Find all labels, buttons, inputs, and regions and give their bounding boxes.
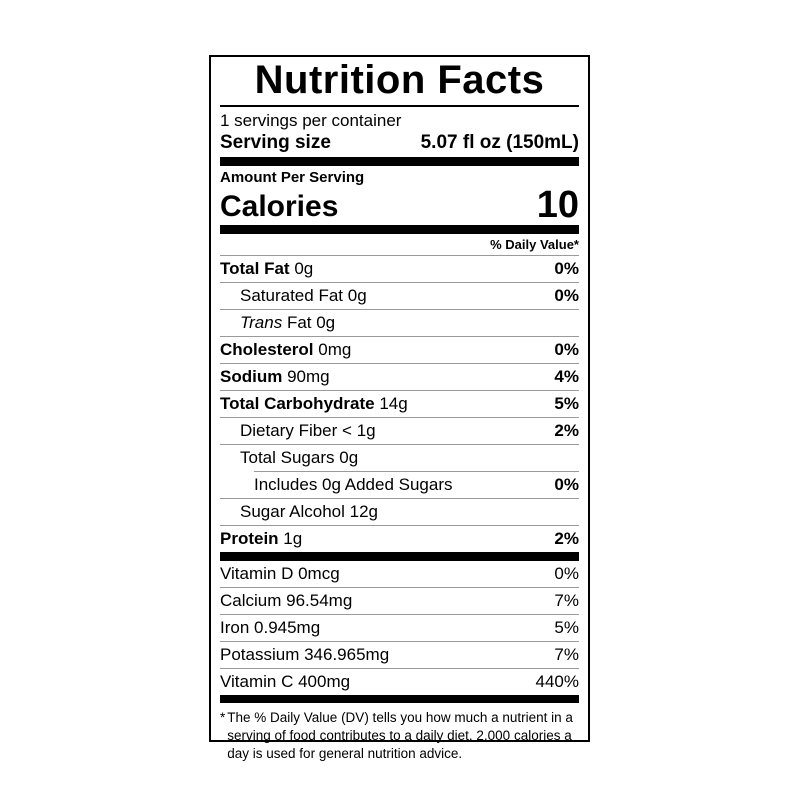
vitamins-top-bar — [220, 551, 579, 561]
calories-value: 10 — [536, 183, 579, 226]
daily-value-divider — [220, 254, 579, 256]
servings-per-container: 1 servings per container — [220, 110, 402, 130]
label-inner: Nutrition Facts 1 servings per container… — [211, 58, 588, 761]
nutrient-name: Sugar Alcohol 12g — [240, 501, 379, 521]
vitamin-percent: 7% — [554, 644, 579, 664]
vitamin-name: Calcium 96.54mg — [220, 590, 353, 610]
vitamin-percent: 0% — [554, 563, 579, 583]
row-divider — [220, 586, 579, 588]
nutrient-name: Dietary Fiber < 1g — [240, 420, 376, 440]
footnote: * The % Daily Value (DV) tells you how m… — [220, 703, 579, 763]
row-divider — [220, 416, 579, 418]
serving-divider-bar — [220, 156, 579, 166]
nutrient-row-total-carbohydrate: Total Carbohydrate 14g 5% — [220, 391, 579, 417]
row-divider — [220, 389, 579, 391]
row-divider — [220, 308, 579, 310]
nutrient-name: Trans Fat 0g — [240, 312, 336, 332]
row-divider — [220, 613, 579, 615]
nutrient-row-dietary-fiber: Dietary Fiber < 1g 2% — [220, 418, 579, 444]
vitamin-name: Iron 0.945mg — [220, 617, 321, 637]
vitamin-row-potassium: Potassium 346.965mg 7% — [220, 642, 579, 668]
nutrient-row-saturated-fat: Saturated Fat 0g 0% — [220, 283, 579, 309]
nutrient-name: Total Sugars 0g — [240, 447, 359, 467]
row-divider — [220, 667, 579, 669]
row-divider — [220, 281, 579, 283]
daily-value-header: % Daily Value* — [490, 236, 579, 252]
nutrition-facts-label: Nutrition Facts 1 servings per container… — [209, 55, 590, 761]
nutrient-percent: 2% — [554, 528, 579, 548]
row-divider — [220, 362, 579, 364]
vitamin-row-vitamin-c: Vitamin C 400mg 440% — [220, 669, 579, 695]
nutrient-percent: 2% — [554, 420, 579, 440]
vitamin-name: Vitamin C 400mg — [220, 671, 351, 691]
row-divider — [220, 497, 579, 499]
nutrient-percent: 0% — [554, 258, 579, 278]
nutrient-name: Total Carbohydrate 14g — [220, 393, 408, 413]
vitamin-percent: 5% — [554, 617, 579, 637]
footnote-top-bar — [220, 694, 579, 703]
nutrient-name: Cholesterol 0mg — [220, 339, 352, 359]
footnote-text: The % Daily Value (DV) tells you how muc… — [227, 709, 573, 761]
nutrient-row-added-sugars: Includes 0g Added Sugars 0% — [220, 472, 579, 498]
nutrient-row-cholesterol: Cholesterol 0mg 0% — [220, 337, 579, 363]
nutrient-row-sugar-alcohol: Sugar Alcohol 12g — [220, 499, 579, 525]
row-divider — [220, 443, 579, 445]
vitamin-row-vitamin-d: Vitamin D 0mcg 0% — [220, 561, 579, 587]
nutrient-row-trans-fat: Trans Fat 0g — [220, 310, 579, 336]
nutrient-row-protein: Protein 1g 2% — [220, 526, 579, 552]
nutrient-percent: 5% — [554, 393, 579, 413]
row-divider — [220, 640, 579, 642]
amount-per-serving-label: Amount Per Serving — [220, 168, 365, 186]
serving-size-value: 5.07 fl oz (150mL) — [420, 131, 579, 153]
nutrient-name: Total Fat 0g — [220, 258, 314, 278]
nutrient-row-total-fat: Total Fat 0g 0% — [220, 256, 579, 282]
title-divider — [220, 104, 579, 107]
page-title: Nutrition Facts — [254, 58, 545, 102]
footnote-asterisk: * — [220, 709, 226, 725]
nutrient-row-sodium: Sodium 90mg 4% — [220, 364, 579, 390]
row-divider-partial — [254, 470, 579, 472]
nutrient-name: Saturated Fat 0g — [240, 285, 367, 305]
nutrient-row-total-sugars: Total Sugars 0g — [220, 445, 579, 471]
nutrient-percent: 0% — [554, 474, 579, 494]
serving-size-row: Serving size 5.07 fl oz (150mL) — [220, 132, 579, 157]
vitamin-row-calcium: Calcium 96.54mg 7% — [220, 588, 579, 614]
nutrient-percent: 0% — [554, 339, 579, 359]
vitamin-percent: 7% — [554, 590, 579, 610]
calories-divider-bar — [220, 224, 579, 234]
nutrient-name: Includes 0g Added Sugars — [254, 474, 453, 494]
nutrient-percent: 4% — [554, 366, 579, 386]
vitamin-row-iron: Iron 0.945mg 5% — [220, 615, 579, 641]
row-divider — [220, 335, 579, 337]
vitamin-name: Vitamin D 0mcg — [220, 563, 340, 583]
vitamin-percent: 440% — [535, 671, 579, 691]
serving-size-label: Serving size — [220, 131, 331, 153]
calories-label: Calories — [220, 190, 339, 223]
nutrient-name: Sodium 90mg — [220, 366, 330, 386]
nutrient-percent: 0% — [554, 285, 579, 305]
nutrient-name: Protein 1g — [220, 528, 303, 548]
vitamin-name: Potassium 346.965mg — [220, 644, 390, 664]
row-divider — [220, 524, 579, 526]
calories-row: Calories 10 — [220, 186, 579, 225]
